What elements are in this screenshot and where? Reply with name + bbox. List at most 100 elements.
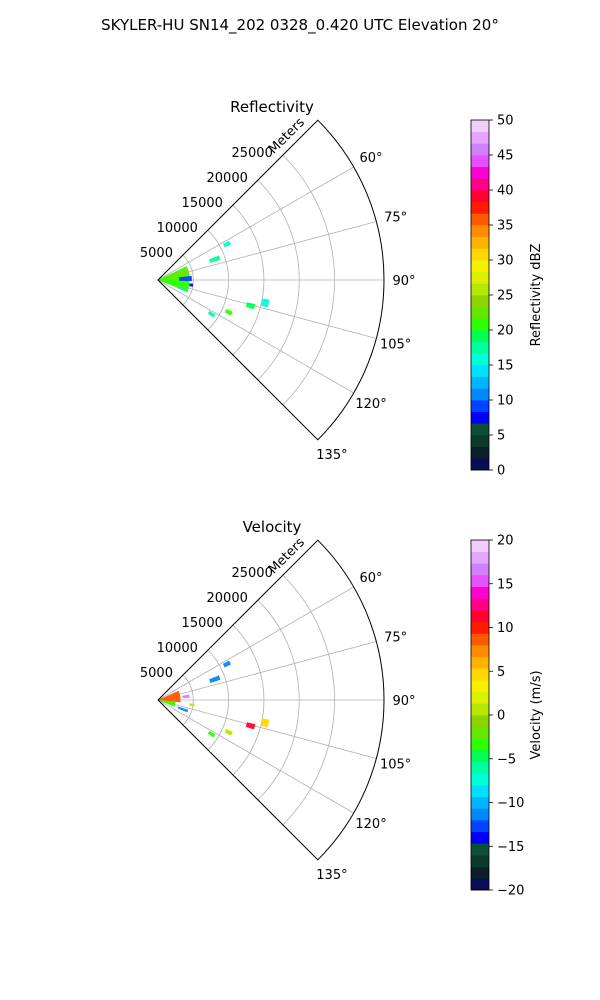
reflectivity-colorbar-segment (471, 306, 489, 319)
reflectivity-colorbar-segment (471, 330, 489, 343)
velocity-azimuth-tick-label: 75° (384, 630, 407, 645)
velocity-colorbar-segment (471, 750, 489, 763)
reflectivity-colorbar-segment (471, 225, 489, 238)
reflectivity-colorbar-segment (471, 120, 489, 133)
velocity-azimuth-gridline (157, 641, 377, 701)
velocity-colorbar-segment (471, 866, 489, 879)
velocity-echo-patch (222, 660, 231, 668)
velocity-azimuth-tick-label: 90° (392, 694, 415, 709)
reflectivity-colorbar-segment (471, 178, 489, 191)
velocity-azimuth-tick-label: 105° (380, 758, 411, 773)
velocity-colorbar-segment (471, 563, 489, 576)
velocity-range-tick-label: 10000 (157, 641, 198, 656)
velocity-echo-patch (209, 675, 221, 683)
velocity-colorbar-segment (471, 656, 489, 669)
velocity-colorbar-segment (471, 668, 489, 681)
velocity-colorbar-segment (471, 796, 489, 809)
reflectivity-range-tick-label: 15000 (182, 196, 223, 211)
reflectivity-echo-patch (245, 302, 256, 310)
reflectivity-range-tick-label: 25000 (231, 146, 272, 161)
reflectivity-echo-patch (209, 255, 221, 263)
figure-title: SKYLER-HU SN14_202 0328_0.420 UTC Elevat… (101, 16, 499, 34)
reflectivity-colorbar-segment (471, 260, 489, 273)
velocity-azimuth-gridline (157, 699, 354, 814)
reflectivity-colorbar-tick-label: 15 (497, 359, 514, 374)
reflectivity-colorbar-tick-label: 35 (497, 219, 514, 234)
reflectivity-colorbar-segment (471, 435, 489, 448)
velocity-colorbar-segment (471, 785, 489, 798)
reflectivity-colorbar-label: Reflectivity dBZ (529, 244, 544, 347)
velocity-echo-patch (260, 718, 270, 728)
velocity-echo-patch (158, 690, 181, 703)
reflectivity-colorbar-segment (471, 166, 489, 179)
reflectivity-echo-patch (260, 298, 270, 308)
velocity-azimuth-gridline (157, 699, 377, 759)
reflectivity-echo-patch (167, 269, 190, 278)
velocity-colorbar-segment (471, 843, 489, 856)
velocity-colorbar-segment (471, 680, 489, 693)
reflectivity-colorbar-tick-label: 5 (497, 429, 505, 444)
reflectivity-echo-patch (222, 240, 231, 248)
velocity-colorbar-tick-label: −5 (497, 752, 516, 767)
velocity-azimuth-gridline (157, 586, 354, 701)
velocity-colorbar-tick-label: −10 (497, 796, 524, 811)
velocity-colorbar-segment (471, 773, 489, 786)
reflectivity-colorbar-segment (471, 423, 489, 436)
velocity-colorbar-label: Velocity (m/s) (529, 670, 544, 759)
reflectivity-colorbar-tick-label: 20 (497, 324, 514, 339)
reflectivity-colorbar-segment (471, 190, 489, 203)
reflectivity-colorbar-tick-label: 10 (497, 394, 514, 409)
reflectivity-range-tick-label: 10000 (157, 221, 198, 236)
reflectivity-colorbar-segment (471, 318, 489, 331)
reflectivity-azimuth-tick-label: 120° (355, 397, 386, 412)
reflectivity-colorbar-tick-label: 45 (497, 149, 514, 164)
reflectivity-azimuth-tick-label: 135° (316, 448, 347, 463)
velocity-colorbar-segment (471, 855, 489, 868)
reflectivity-colorbar-tick-label: 40 (497, 184, 514, 199)
reflectivity-colorbar-tick-label: 25 (497, 289, 514, 304)
reflectivity-colorbar-segment (471, 376, 489, 389)
velocity-azimuth-tick-label: 60° (360, 571, 383, 586)
velocity-colorbar-segment (471, 610, 489, 623)
reflectivity-colorbar-segment (471, 283, 489, 296)
reflectivity-colorbar-segment (471, 353, 489, 366)
reflectivity-colorbar-segment (471, 201, 489, 214)
velocity-colorbar-tick-label: 0 (497, 709, 505, 724)
velocity-colorbar-segment (471, 598, 489, 611)
reflectivity-colorbar-segment (471, 155, 489, 168)
reflectivity-colorbar: 0 5 10 15 20 25 30 35 40 45 50 (470, 114, 514, 479)
reflectivity-azimuth-tick-label: 105° (380, 338, 411, 353)
reflectivity-azimuth-gridline (157, 279, 377, 339)
reflectivity-colorbar-segment (471, 388, 489, 401)
reflectivity-azimuth-tick-label: 90° (392, 274, 415, 289)
reflectivity-colorbar-segment (471, 365, 489, 378)
reflectivity-panel: Reflectivity Meters Reflectivity dBZ 500… (140, 98, 544, 479)
velocity-echo-patch (207, 730, 216, 738)
velocity-colorbar-segment (471, 703, 489, 716)
velocity-colorbar-tick-label: 15 (497, 577, 514, 592)
velocity-echo-patch (177, 706, 189, 713)
velocity-colorbar-segment (471, 738, 489, 751)
velocity-colorbar-segment (471, 715, 489, 728)
velocity-echo-patch (224, 728, 233, 736)
reflectivity-echo-patch (207, 310, 216, 318)
reflectivity-azimuth-tick-label: 75° (384, 210, 407, 225)
velocity-colorbar-segment (471, 691, 489, 704)
velocity-panel: Velocity Meters Velocity (m/s) 500010000… (140, 518, 544, 899)
reflectivity-range-tick-label: 20000 (207, 171, 248, 186)
velocity-colorbar-tick-label: −20 (497, 884, 524, 899)
velocity-colorbar-tick-label: 20 (497, 534, 514, 549)
velocity-echo-patch (182, 694, 190, 699)
reflectivity-colorbar-tick-label: 30 (497, 254, 514, 269)
reflectivity-colorbar-segment (471, 143, 489, 156)
velocity-colorbar-segment (471, 726, 489, 739)
velocity-colorbar-tick-label: 5 (497, 665, 505, 680)
velocity-colorbar: −20 −15 −10 −5 0 5 10 15 20 (470, 534, 524, 899)
reflectivity-returns (158, 240, 270, 318)
reflectivity-azimuth-tick-label: 60° (360, 151, 383, 166)
velocity-range-tick-label: 5000 (140, 666, 173, 681)
velocity-colorbar-tick-label: 10 (497, 621, 514, 636)
reflectivity-echo-patch (224, 308, 233, 316)
reflectivity-sector-outline (157, 119, 385, 441)
